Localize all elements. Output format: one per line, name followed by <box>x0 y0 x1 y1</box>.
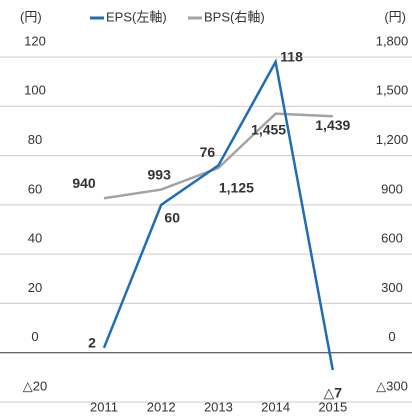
y2-tick-label: △300 <box>376 378 408 393</box>
y-tick-label: 120 <box>24 33 46 48</box>
y-tick-label: 80 <box>28 132 42 147</box>
legend-label: BPS(右軸) <box>204 9 265 24</box>
y-tick-label: 60 <box>28 181 42 196</box>
data-label: 1,455 <box>251 121 286 137</box>
data-label: 1,439 <box>315 117 350 133</box>
series-line <box>103 112 333 200</box>
x-tick-label: 2013 <box>204 399 233 414</box>
y2-tick-label: 600 <box>381 231 403 246</box>
y2-tick-label: 1,500 <box>376 83 409 98</box>
x-tick-label: 2011 <box>90 399 118 414</box>
data-label: 940 <box>72 175 96 191</box>
data-label: △7 <box>324 385 343 401</box>
y2-tick-label: 0 <box>388 329 395 344</box>
y2-unit: (円) <box>384 9 406 24</box>
x-tick-label: 2012 <box>147 399 176 414</box>
y-tick-label: △20 <box>23 378 47 393</box>
legend-label: EPS(左軸) <box>106 9 167 24</box>
data-label: 2 <box>88 334 96 350</box>
data-label: 993 <box>148 166 172 182</box>
data-label: 118 <box>280 49 303 65</box>
data-label: 60 <box>164 210 180 226</box>
y-tick-label: 0 <box>31 329 38 344</box>
x-tick-label: 2015 <box>318 399 347 414</box>
y-unit: (円) <box>20 9 42 24</box>
data-label: 1,125 <box>219 180 254 196</box>
y2-tick-label: 1,200 <box>376 132 409 147</box>
y2-tick-label: 1,800 <box>376 33 409 48</box>
data-label: 76 <box>200 144 216 160</box>
y2-tick-label: 900 <box>381 181 403 196</box>
series-line <box>102 58 335 371</box>
y2-tick-label: 300 <box>381 280 403 295</box>
x-tick-label: 2014 <box>261 399 290 414</box>
y-tick-label: 40 <box>28 231 42 246</box>
y-tick-label: 20 <box>28 280 42 295</box>
y-tick-label: 100 <box>24 83 46 98</box>
